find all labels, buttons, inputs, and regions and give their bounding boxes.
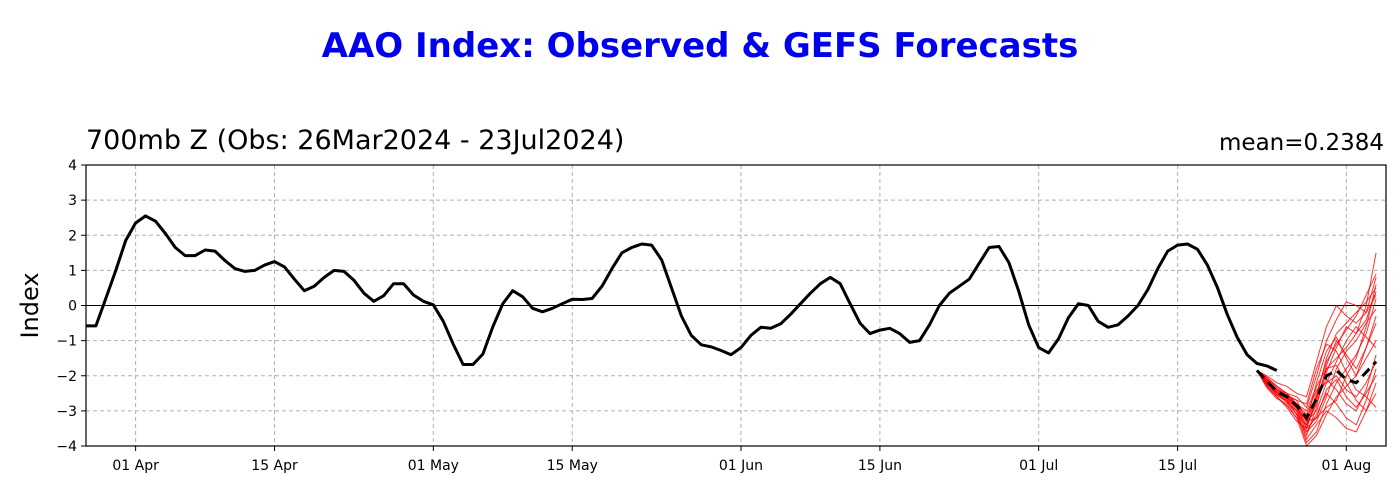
chart-subtitle: 700mb Z (Obs: 26Mar2024 - 23Jul2024): [86, 125, 625, 156]
y-tick-label: −1: [56, 334, 77, 350]
x-tick-label: 01 Apr: [112, 458, 159, 474]
y-tick-label: 3: [68, 193, 77, 209]
x-tick-label: 15 Jun: [858, 458, 902, 474]
forecast-member-line: [1256, 315, 1377, 447]
x-tick-label: 01 Aug: [1322, 458, 1372, 474]
y-tick-label: −2: [56, 369, 77, 385]
y-tick-label: 2: [68, 228, 77, 244]
forecast-member-line: [1256, 273, 1377, 426]
forecast-member-line: [1256, 354, 1377, 419]
x-tick-label: 15 Jul: [1158, 458, 1197, 474]
forecast-member-line: [1256, 368, 1377, 433]
chart-title: AAO Index: Observed & GEFS Forecasts: [321, 26, 1079, 66]
y-tick-label: −4: [56, 439, 77, 455]
observed-series-line: [86, 214, 1278, 372]
y-tick-label: 1: [68, 263, 77, 279]
forecast-member-line: [1256, 284, 1377, 423]
x-tick-label: 15 Apr: [251, 458, 298, 474]
forecast-mean-line: [1255, 360, 1378, 421]
x-tick-label: 01 Jun: [719, 458, 763, 474]
y-tick-label: −3: [56, 404, 77, 420]
y-axis-label: Index: [16, 272, 44, 338]
x-tick-label: 01 Jul: [1019, 458, 1058, 474]
x-tick-label: 01 May: [408, 458, 459, 474]
y-tick-label: 4: [68, 158, 77, 174]
forecast-member-line: [1256, 325, 1377, 423]
forecast-member-line: [1256, 277, 1377, 398]
forecast-members: [1256, 252, 1377, 447]
y-tick-label: 0: [68, 299, 77, 315]
x-tick-label: 15 May: [547, 458, 598, 474]
mean-annotation: mean=0.2384: [1219, 130, 1384, 156]
axis-ticks: −4 −3 −2 −1 0 1 2 3 4 01 Apr 15 Apr 01 May 15 May 01 …: [56, 158, 1371, 474]
